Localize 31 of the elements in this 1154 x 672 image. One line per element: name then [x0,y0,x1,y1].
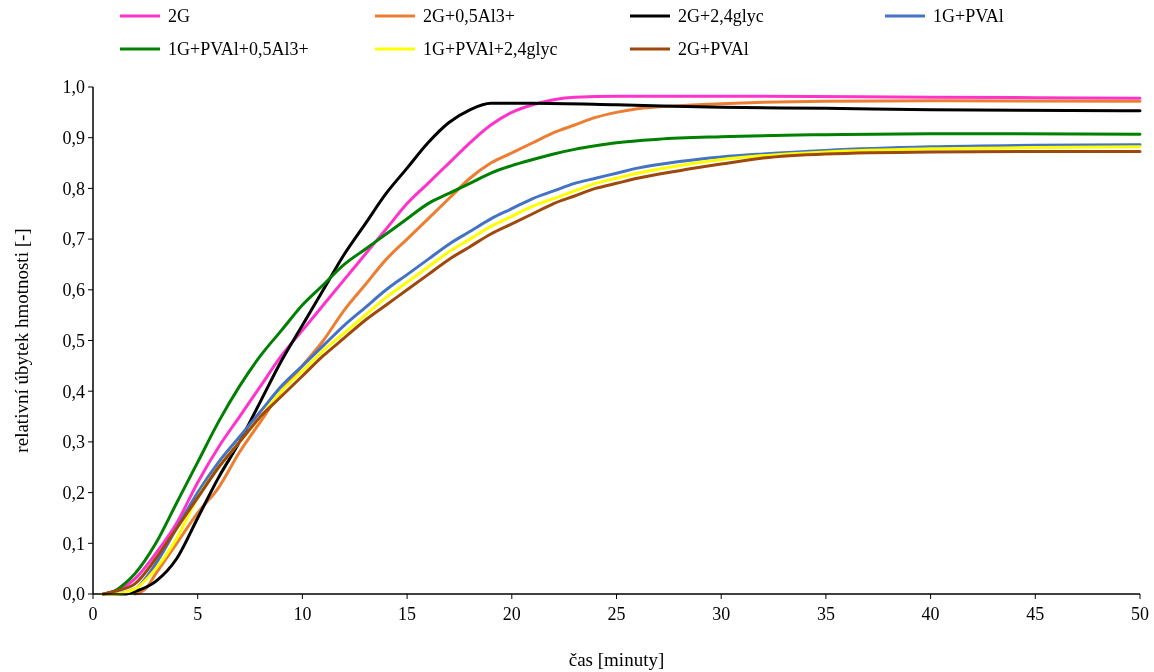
y-axis-title: relativní úbytek hmotnosti [-] [11,228,32,453]
x-tick-label: 5 [193,604,203,624]
legend-label: 1G+PVAl+2,4glyc [423,39,558,60]
x-tick-label: 0 [88,604,98,624]
y-tick-label: 0,1 [62,533,85,554]
y-tick-label: 0,9 [62,128,85,148]
y-tick-label: 0,2 [62,482,85,503]
y-tick-label: 1,0 [62,77,85,98]
y-tick-label: 0,3 [62,432,85,453]
x-tick-label: 10 [293,604,312,624]
y-tick-label: 0,6 [62,280,85,301]
x-tick-label: 15 [398,604,417,624]
legend-label: 1G+PVAl [933,6,1004,27]
legend-label: 2G+2,4glyc [678,6,764,27]
y-tick-label: 0,0 [62,584,85,605]
y-tick-label: 0,7 [62,229,85,250]
x-axis-title: čas [minuty] [568,649,665,670]
x-tick-label: 25 [607,604,626,624]
x-tick-label: 20 [502,604,521,624]
legend-label: 2G+PVAl [678,39,749,60]
y-tick-label: 0,4 [62,381,85,402]
x-tick-label: 50 [1131,604,1149,624]
legend-label: 1G+PVAl+0,5Al3+ [168,39,309,60]
legend-label: 2G+0,5Al3+ [423,6,515,27]
x-tick-label: 35 [816,604,835,624]
x-tick-label: 30 [712,604,731,624]
y-tick-label: 0,8 [62,178,85,199]
legend-label: 2G [168,6,190,27]
y-tick-label: 0,5 [62,330,85,351]
x-tick-label: 40 [921,604,940,624]
x-tick-label: 45 [1026,604,1045,624]
